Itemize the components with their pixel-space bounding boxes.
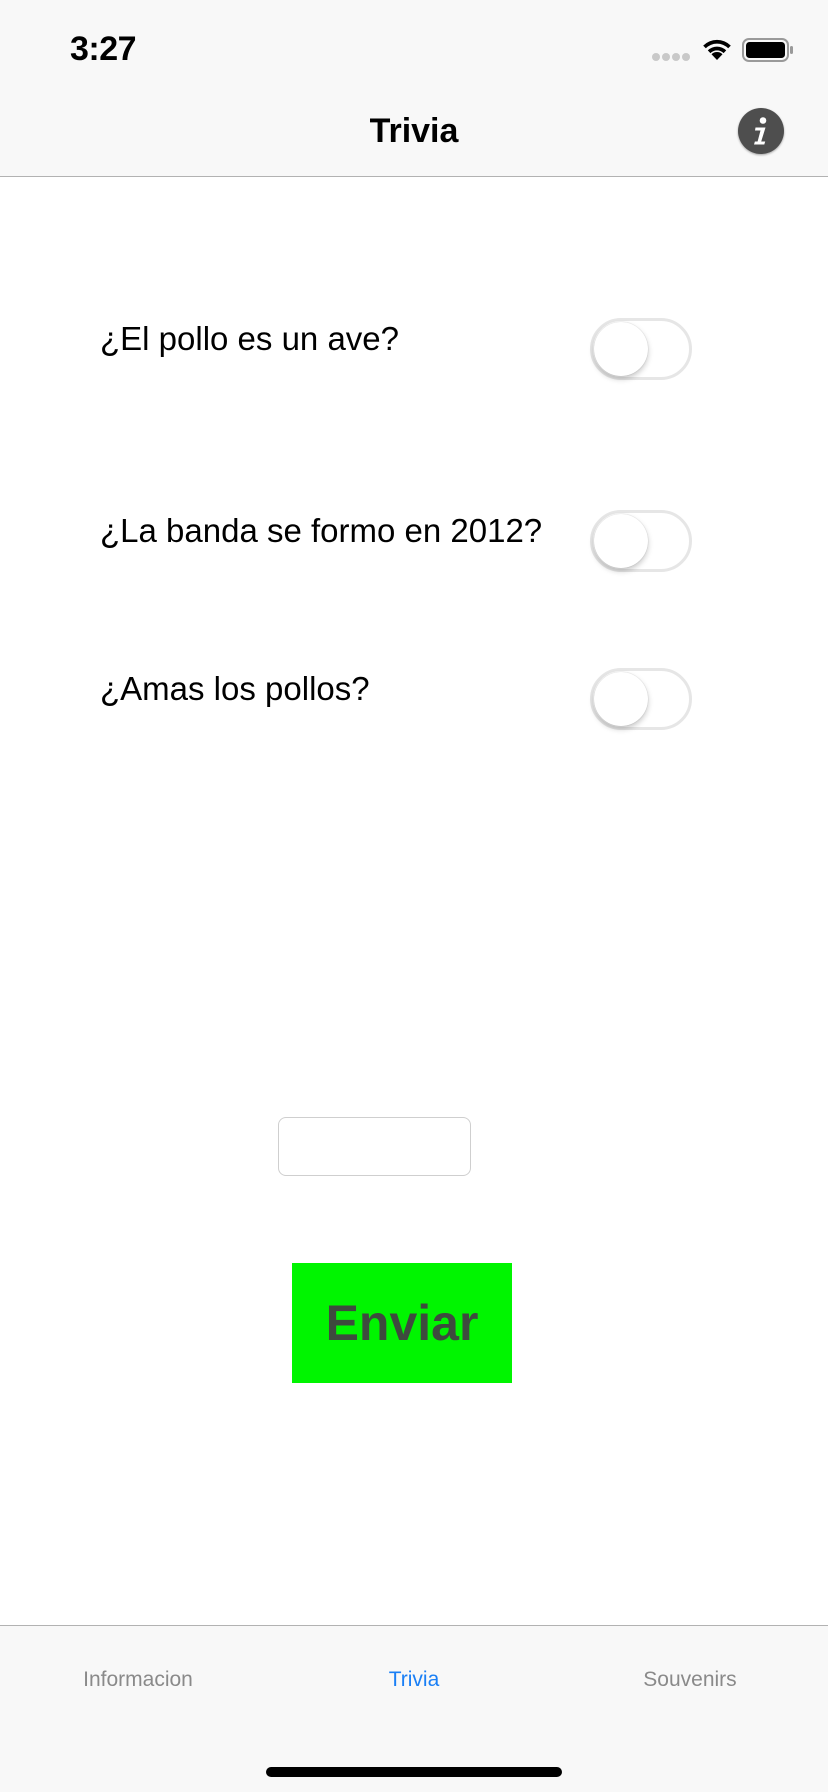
navigation-bar: Trivia — [0, 88, 828, 177]
info-icon — [754, 117, 767, 145]
toggle-knob — [594, 514, 648, 568]
tab-bar: Informacion Trivia Souvenirs — [0, 1625, 828, 1792]
status-time: 3:27 — [70, 30, 137, 68]
info-button[interactable] — [738, 108, 784, 154]
answer-input[interactable] — [278, 1117, 471, 1176]
status-bar: 3:27 — [0, 0, 828, 88]
cellular-signal-icon — [652, 53, 692, 63]
battery-icon — [742, 38, 793, 62]
question-2-toggle[interactable] — [590, 510, 692, 572]
question-1-toggle[interactable] — [590, 318, 692, 380]
page-title: Trivia — [369, 112, 459, 150]
toggle-knob — [594, 322, 648, 376]
question-3-toggle[interactable] — [590, 668, 692, 730]
question-2-label: ¿La banda se formo en 2012? — [100, 512, 543, 549]
home-indicator — [266, 1767, 562, 1777]
question-1-label: ¿El pollo es un ave? — [100, 320, 400, 357]
submit-button[interactable]: Enviar — [292, 1263, 512, 1383]
tab-souvenirs[interactable]: Souvenirs — [643, 1668, 737, 1691]
tab-informacion[interactable]: Informacion — [83, 1668, 193, 1691]
tab-trivia[interactable]: Trivia — [388, 1668, 440, 1691]
question-3-label: ¿Amas los pollos? — [100, 670, 370, 707]
wifi-icon — [703, 39, 731, 60]
toggle-knob — [594, 672, 648, 726]
